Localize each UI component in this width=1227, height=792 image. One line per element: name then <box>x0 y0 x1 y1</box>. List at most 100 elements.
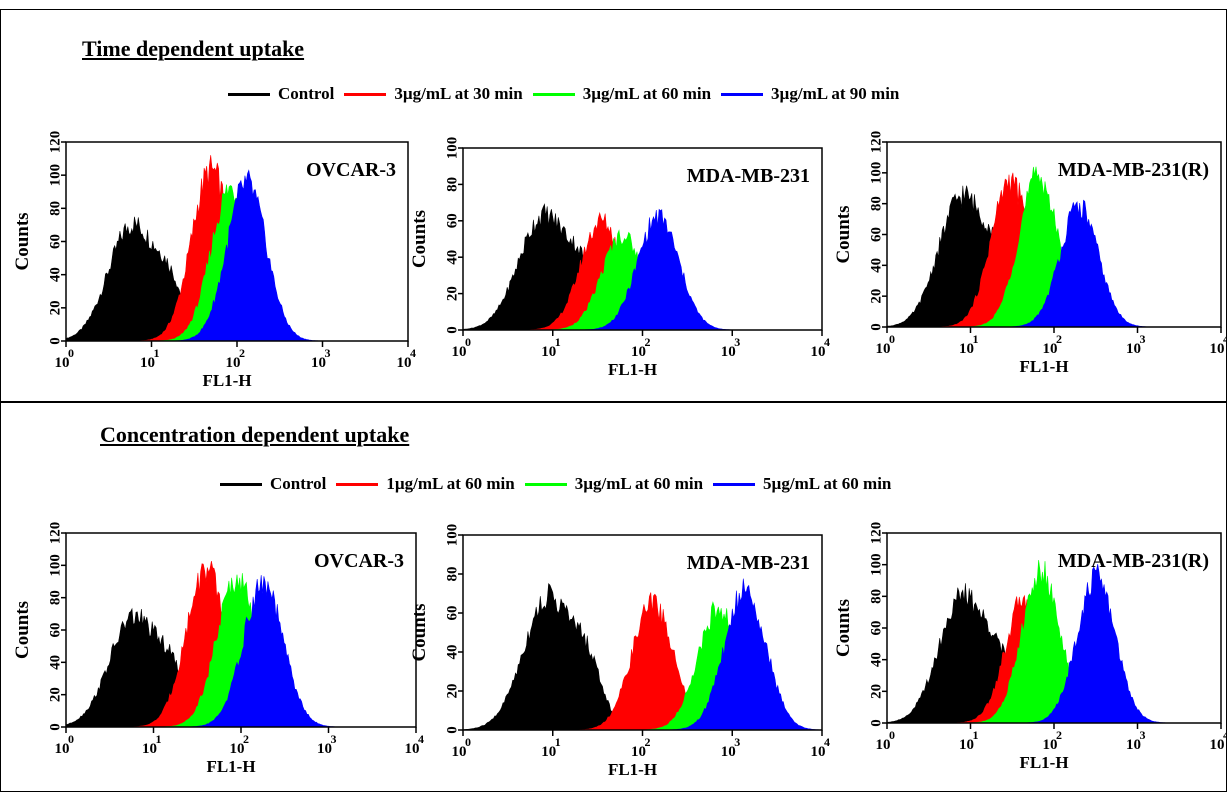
y-tick-label: 0 <box>47 723 63 731</box>
x-tick-exponent: 4 <box>410 346 416 360</box>
y-tick-label: 100 <box>47 164 63 187</box>
x-tick-exponent: 3 <box>1140 332 1146 346</box>
x-tick-label: 10 <box>541 744 556 760</box>
y-tick-label: 40 <box>444 645 460 660</box>
x-tick-label: 10 <box>1126 737 1141 753</box>
y-axis-label: Counts <box>409 210 430 268</box>
x-tick-exponent: 2 <box>239 346 245 360</box>
y-axis-label: Counts <box>833 599 854 657</box>
x-axis-label: FL1-H <box>202 371 251 390</box>
histogram-panel: OVCAR-3100101102103104020406080100120FL1… <box>12 522 424 776</box>
legend-item: 5µg/mL at 60 min <box>713 474 891 494</box>
legend-item: 3µg/mL at 60 min <box>524 474 704 494</box>
y-axis-label: Counts <box>409 603 430 661</box>
y-axis-label: Counts <box>833 205 854 263</box>
panel-title: MDA-MB-231(R) <box>1058 550 1209 572</box>
x-tick-exponent: 0 <box>465 735 471 749</box>
y-tick-label: 0 <box>868 323 884 331</box>
y-tick-label: 80 <box>47 201 63 216</box>
y-tick-label: 0 <box>47 337 63 345</box>
x-tick-exponent: 1 <box>154 346 160 360</box>
x-tick-exponent: 0 <box>465 335 471 349</box>
y-tick-label: 80 <box>47 590 63 605</box>
legend-item: Control <box>220 474 326 494</box>
x-axis-label: FL1-H <box>1019 753 1068 772</box>
histogram-panel: MDA-MB-231(R)100101102103104020406080100… <box>833 131 1227 376</box>
x-tick-exponent: 1 <box>973 728 979 742</box>
x-tick-exponent: 4 <box>824 735 830 749</box>
y-tick-label: 40 <box>868 258 884 273</box>
x-tick-exponent: 4 <box>1223 728 1227 742</box>
x-tick-exponent: 3 <box>734 335 740 349</box>
x-tick-label: 10 <box>140 355 155 371</box>
x-axis-label: FL1-H <box>1019 357 1068 376</box>
panel-title: MDA-MB-231 <box>687 552 810 574</box>
y-tick-label: 80 <box>868 589 884 604</box>
x-tick-label: 10 <box>876 341 891 357</box>
y-tick-label: 20 <box>868 684 884 699</box>
panel-title: MDA-MB-231 <box>687 165 810 187</box>
y-tick-label: 0 <box>444 726 460 734</box>
legend-label: 1µg/mL at 60 min <box>386 474 515 493</box>
x-tick-exponent: 4 <box>418 732 424 746</box>
y-tick-label: 100 <box>868 553 884 576</box>
y-tick-label: 100 <box>868 162 884 185</box>
y-tick-label: 0 <box>868 719 884 727</box>
y-tick-label: 20 <box>444 684 460 699</box>
y-tick-label: 100 <box>444 137 460 160</box>
y-tick-label: 40 <box>47 267 63 282</box>
x-tick-exponent: 3 <box>734 735 740 749</box>
legend-label: 3µg/mL at 60 min <box>574 474 704 493</box>
y-tick-label: 120 <box>868 522 884 545</box>
histogram-panel: MDA-MB-231100101102103104020406080100FL1… <box>409 137 830 379</box>
y-tick-label: 60 <box>47 623 63 638</box>
legend-concentration: Control 1µg/mL at 60 min 3µg/mL at 60 mi… <box>220 474 901 494</box>
y-tick-label: 0 <box>444 326 460 334</box>
x-tick-label: 10 <box>311 355 326 371</box>
x-tick-label: 10 <box>452 344 467 360</box>
x-tick-label: 10 <box>721 744 736 760</box>
x-tick-exponent: 2 <box>243 732 249 746</box>
section-title-time: Time dependent uptake <box>82 36 305 61</box>
x-tick-exponent: 1 <box>555 335 561 349</box>
y-tick-label: 100 <box>47 554 63 577</box>
legend-label: 3µg/mL at 60 min <box>582 84 712 103</box>
x-tick-exponent: 4 <box>824 335 830 349</box>
x-tick-exponent: 2 <box>1056 332 1062 346</box>
x-tick-label: 10 <box>1126 341 1141 357</box>
x-axis-label: FL1-H <box>206 757 255 776</box>
y-axis-label: Counts <box>12 601 33 659</box>
y-tick-label: 80 <box>444 177 460 192</box>
x-tick-label: 10 <box>631 344 646 360</box>
x-tick-exponent: 3 <box>331 732 337 746</box>
legend-swatch <box>220 482 262 486</box>
x-tick-label: 10 <box>397 355 412 371</box>
y-tick-label: 60 <box>444 606 460 621</box>
x-tick-exponent: 2 <box>645 335 651 349</box>
x-tick-exponent: 0 <box>889 332 895 346</box>
x-tick-exponent: 3 <box>1140 728 1146 742</box>
x-tick-label: 10 <box>405 741 420 757</box>
x-tick-label: 10 <box>959 341 974 357</box>
x-tick-exponent: 0 <box>68 732 74 746</box>
y-tick-label: 40 <box>47 655 63 670</box>
x-tick-label: 10 <box>1210 341 1225 357</box>
x-axis-label: FL1-H <box>608 760 657 779</box>
x-tick-exponent: 0 <box>68 346 74 360</box>
y-tick-label: 40 <box>444 250 460 265</box>
x-tick-exponent: 4 <box>1223 332 1227 346</box>
y-tick-label: 60 <box>47 234 63 249</box>
x-tick-label: 10 <box>1043 737 1058 753</box>
y-tick-label: 20 <box>868 289 884 304</box>
legend-swatch <box>532 92 575 96</box>
x-tick-label: 10 <box>317 741 332 757</box>
x-tick-label: 10 <box>811 344 826 360</box>
x-tick-label: 10 <box>1210 737 1225 753</box>
y-tick-label: 100 <box>444 524 460 547</box>
x-axis-label: FL1-H <box>608 360 657 379</box>
y-tick-label: 80 <box>868 196 884 211</box>
legend-swatch <box>344 92 387 96</box>
legend-item: 3µg/mL at 30 min <box>344 84 523 104</box>
